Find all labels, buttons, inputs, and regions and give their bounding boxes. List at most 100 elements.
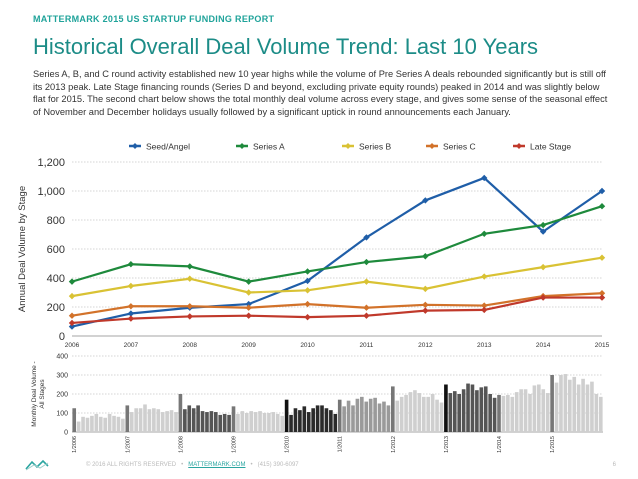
y-tick-label: 200	[47, 302, 65, 314]
legend-label-0: Seed/Angel	[146, 142, 190, 152]
monthly-bar	[377, 403, 382, 432]
monthly-bar	[160, 412, 165, 432]
data-point	[422, 301, 429, 309]
monthly-bar	[298, 410, 302, 432]
monthly-bar	[271, 412, 276, 432]
monthly-bar	[382, 401, 386, 432]
monthly-bar	[98, 416, 103, 432]
monthly-bar	[404, 394, 408, 432]
data-point	[363, 312, 370, 319]
monthly-bar	[306, 412, 311, 432]
monthly-bar	[572, 376, 577, 432]
footer-link[interactable]: MATTERMARK.COM	[188, 462, 246, 468]
data-point	[539, 294, 547, 301]
monthly-bar	[497, 394, 501, 432]
monthly-bar	[262, 413, 267, 432]
monthly-bar	[568, 379, 572, 432]
monthly-bar	[528, 394, 532, 432]
monthly-bar	[76, 421, 81, 432]
monthly-bar	[187, 405, 192, 432]
monthly-bar	[541, 389, 546, 432]
data-point	[127, 303, 135, 310]
series-line-series-c	[71, 292, 603, 317]
monthly-bar	[479, 387, 484, 432]
monthly-bar	[183, 409, 187, 432]
footer-copyright: © 2016 ALL RIGHTS RESERVED	[86, 462, 177, 468]
bar-y-tick-label: 400	[56, 354, 68, 361]
monthly-bar	[581, 378, 585, 432]
data-point	[68, 292, 76, 300]
y-tick-label: 1,000	[37, 186, 65, 198]
legend-marker-0	[132, 143, 138, 149]
data-point	[186, 313, 193, 320]
series-line-late-stage	[71, 296, 602, 325]
monthly-bar	[452, 391, 457, 432]
monthly-bar	[165, 411, 169, 432]
series-line-seed-angel	[71, 176, 603, 328]
data-point	[539, 228, 547, 235]
data-point	[186, 275, 193, 282]
data-point	[304, 313, 311, 321]
x-tick-label: 2006	[65, 342, 80, 349]
data-point	[68, 312, 76, 319]
x-tick-label: 2011	[359, 342, 373, 349]
data-point	[422, 307, 429, 314]
monthly-bar	[492, 397, 497, 432]
bar-x-tick-label: 1/2012	[391, 436, 397, 453]
monthly-bar	[519, 389, 523, 432]
monthly-bar	[112, 415, 116, 432]
data-point	[422, 253, 429, 260]
monthly-bar	[138, 408, 143, 432]
monthly-bar	[289, 414, 293, 432]
monthly-bar	[214, 412, 218, 432]
data-point	[68, 278, 76, 285]
y-tick-label: 0	[59, 331, 65, 343]
bar-y-tick-label: 0	[64, 430, 68, 437]
series-line-series-b	[71, 256, 603, 298]
bar-y-tick-label: 200	[56, 392, 68, 399]
x-tick-label: 2012	[418, 342, 433, 349]
monthly-bar	[103, 417, 107, 432]
monthly-bar	[284, 399, 289, 432]
data-point	[304, 277, 311, 285]
monthly-bar	[311, 408, 315, 432]
bar-x-tick-label: 1/2010	[285, 436, 291, 453]
data-point	[245, 278, 252, 285]
monthly-bar	[200, 411, 205, 432]
legend-label-4: Late Stage	[530, 142, 571, 152]
monthly-bar	[532, 385, 537, 432]
page-number: 6	[612, 462, 616, 468]
monthly-bar	[421, 396, 426, 432]
monthly-bar	[346, 400, 351, 432]
legend-label-1: Series A	[253, 142, 285, 152]
monthly-deal-volume-chart: 0 100 200 300 400 Monthly Deal Volume - All St…	[31, 354, 603, 453]
monthly-bar	[329, 410, 333, 432]
report-label: MATTERMARK 2015 US STARTUP FUNDING REPOR…	[33, 14, 275, 24]
monthly-bar	[134, 408, 138, 432]
footer: © 2016 ALL RIGHTS RESERVED • MATTERMARK.…	[24, 457, 620, 473]
data-point	[539, 263, 547, 271]
data-point	[68, 319, 76, 327]
legend-marker-3	[429, 143, 435, 149]
monthly-bar	[125, 405, 130, 432]
monthly-bar	[121, 418, 125, 432]
monthly-bar	[598, 396, 603, 432]
monthly-bar	[430, 394, 435, 432]
monthly-bar	[590, 381, 594, 432]
monthly-bar	[280, 415, 284, 432]
data-point	[127, 261, 135, 268]
monthly-bar	[351, 405, 355, 432]
monthly-bar	[337, 399, 342, 432]
data-point	[186, 303, 193, 310]
monthly-bar	[196, 405, 200, 432]
monthly-bar	[178, 394, 183, 432]
data-point	[422, 285, 429, 293]
bar-x-tick-label: 1/2013	[444, 436, 450, 453]
monthly-bar	[249, 411, 254, 432]
intro-paragraph: Series A, B, and C round activity establ…	[33, 69, 608, 117]
monthly-bar	[444, 384, 448, 432]
monthly-bar	[320, 405, 324, 432]
monthly-bar	[461, 389, 466, 432]
monthly-bar	[510, 396, 515, 432]
monthly-bar	[107, 413, 112, 432]
